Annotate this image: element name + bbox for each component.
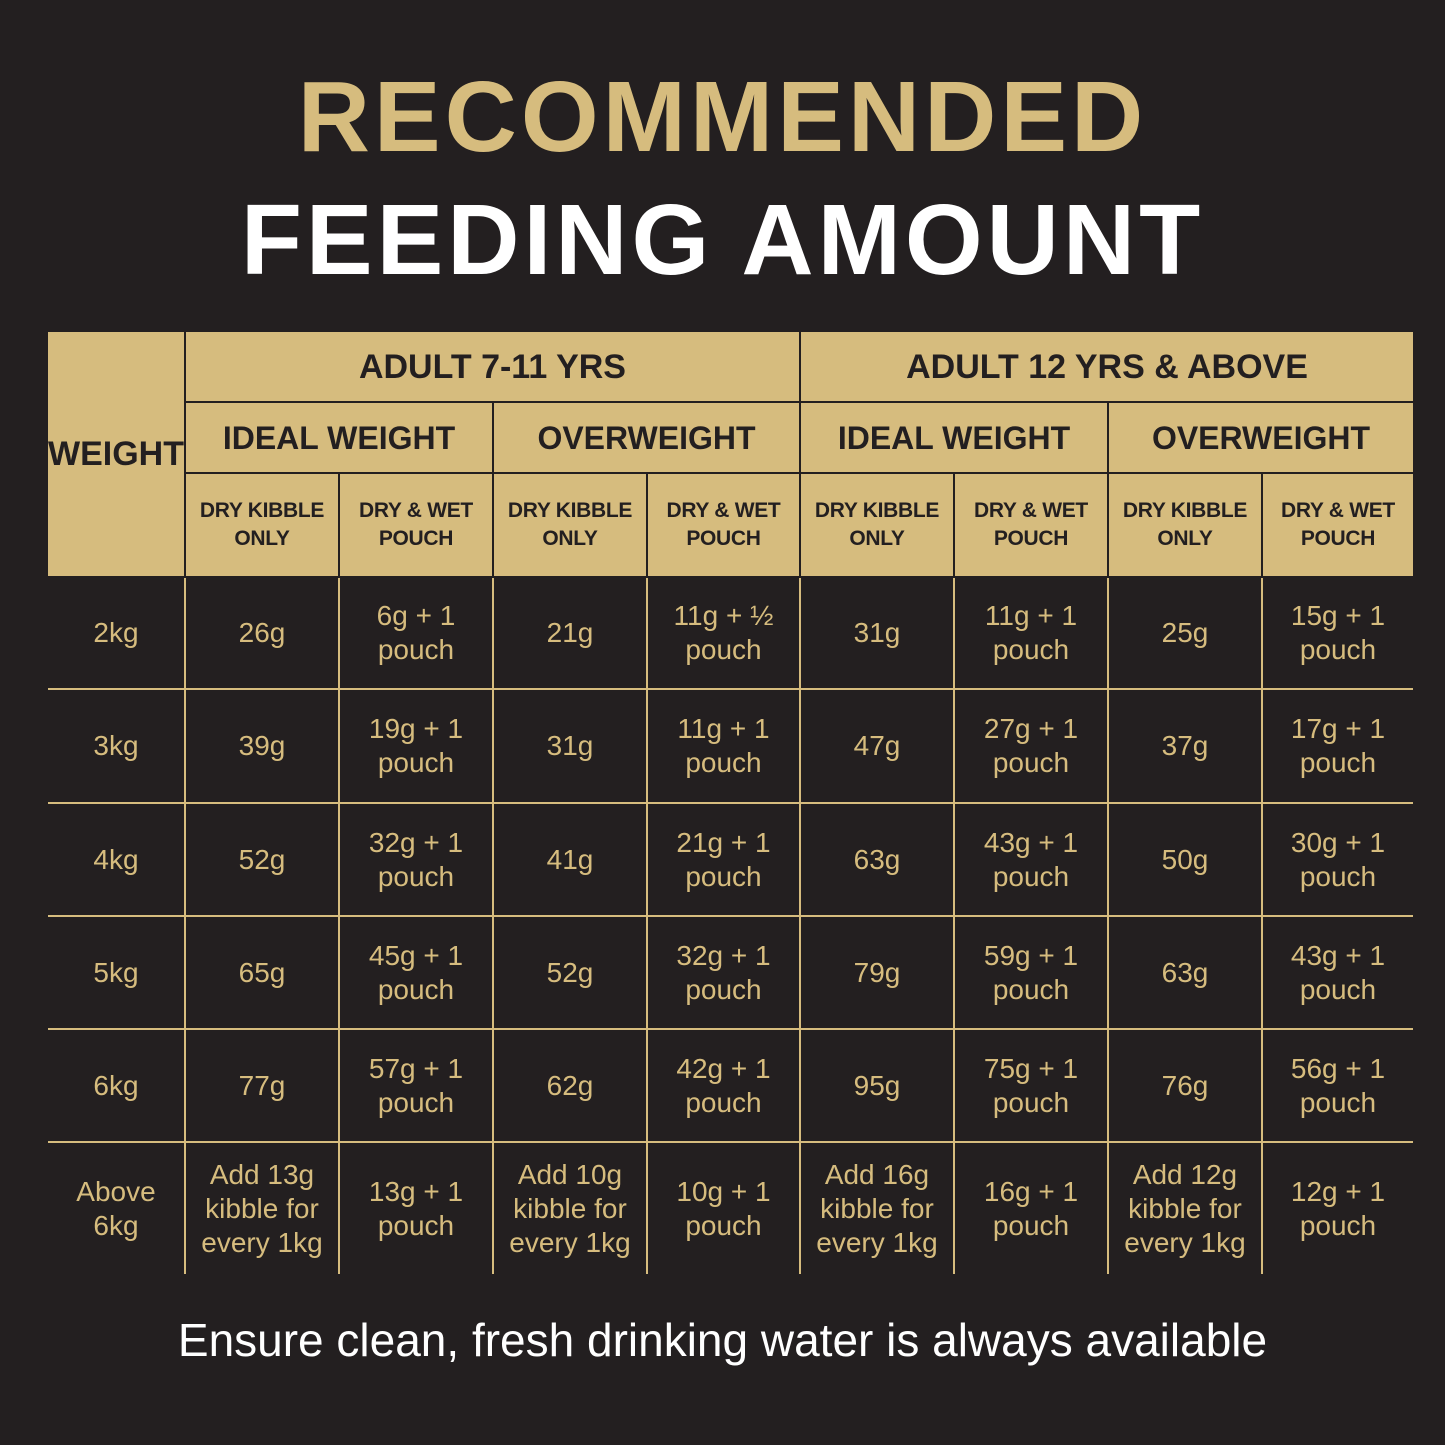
feed-type-header: DRY KIBBLE ONLY — [798, 472, 955, 578]
amount-cell: 27g + 1 pouch — [953, 689, 1109, 804]
weight-cell: 3kg — [48, 689, 186, 804]
table-row: 4kg 52g 32g + 1 pouch 41g 21g + 1 pouch 63g 43… — [48, 803, 1413, 917]
condition-header: OVERWEIGHT — [491, 401, 801, 474]
amount-cell: 31g — [799, 577, 955, 690]
weight-cell: 4kg — [48, 803, 186, 917]
amount-cell: 95g — [799, 1029, 955, 1143]
amount-cell: 37g — [1107, 689, 1263, 804]
amount-cell: 30g + 1 pouch — [1261, 803, 1413, 917]
amount-cell: 10g + 1 pouch — [646, 1142, 801, 1274]
feed-type-header: DRY & WET POUCH — [952, 472, 1109, 578]
weight-header: WEIGHT — [48, 332, 186, 578]
amount-cell: 59g + 1 pouch — [953, 916, 1109, 1030]
amount-cell: 75g + 1 pouch — [953, 1029, 1109, 1143]
amount-cell: 43g + 1 pouch — [953, 803, 1109, 917]
amount-cell: Add 16g kibble for every 1kg — [799, 1142, 955, 1274]
amount-cell: 52g — [492, 916, 648, 1030]
amount-cell: Add 12g kibble for every 1kg — [1107, 1142, 1263, 1274]
footer-note: Ensure clean, fresh drinking water is al… — [177, 1314, 1268, 1366]
amount-cell: 13g + 1 pouch — [338, 1142, 494, 1274]
feed-type-header: DRY KIBBLE ONLY — [183, 472, 340, 578]
table-row: 2kg 26g 6g + 1 pouch 21g 11g + ½ pouch 31g 11g… — [48, 577, 1413, 690]
amount-cell: 39g — [184, 689, 340, 804]
amount-cell: 17g + 1 pouch — [1261, 689, 1413, 804]
feed-type-header: DRY & WET POUCH — [337, 472, 494, 578]
amount-cell: 21g + 1 pouch — [646, 803, 801, 917]
weight-cell: Above 6kg — [48, 1142, 186, 1274]
age-group-header: ADULT 12 YRS & ABOVE — [798, 332, 1413, 403]
amount-cell: 25g — [1107, 577, 1263, 690]
weight-cell: 6kg — [48, 1029, 186, 1143]
amount-cell: 42g + 1 pouch — [646, 1029, 801, 1143]
table-row: 6kg 77g 57g + 1 pouch 62g 42g + 1 pouch 95g 75… — [48, 1029, 1413, 1143]
feed-type-header: DRY KIBBLE ONLY — [491, 472, 648, 578]
amount-cell: 50g — [1107, 803, 1263, 917]
amount-cell: 6g + 1 pouch — [338, 577, 494, 690]
amount-cell: 63g — [799, 803, 955, 917]
amount-cell: 16g + 1 pouch — [953, 1142, 1109, 1274]
amount-cell: 32g + 1 pouch — [338, 803, 494, 917]
amount-cell: 62g — [492, 1029, 648, 1143]
amount-cell: 11g + 1 pouch — [646, 689, 801, 804]
amount-cell: 52g — [184, 803, 340, 917]
table-row: Above 6kg Add 13g kibble for every 1kg 13g… — [48, 1142, 1413, 1274]
amount-cell: 26g — [184, 577, 340, 690]
amount-cell: 65g — [184, 916, 340, 1030]
amount-cell: 76g — [1107, 1029, 1263, 1143]
amount-cell: 32g + 1 pouch — [646, 916, 801, 1030]
age-group-header: ADULT 7-11 YRS — [183, 332, 801, 403]
amount-cell: 21g — [492, 577, 648, 690]
amount-cell: 57g + 1 pouch — [338, 1029, 494, 1143]
title-line-2: FEEDING AMOUNT — [240, 184, 1205, 296]
amount-cell: 31g — [492, 689, 648, 804]
amount-cell: 77g — [184, 1029, 340, 1143]
condition-header: IDEAL WEIGHT — [183, 401, 494, 474]
weight-cell: 2kg — [48, 577, 186, 690]
feed-type-header: DRY & WET POUCH — [645, 472, 801, 578]
amount-cell: 47g — [799, 689, 955, 804]
condition-header: OVERWEIGHT — [1106, 401, 1413, 474]
amount-cell: 19g + 1 pouch — [338, 689, 494, 804]
feeding-table: WEIGHT ADULT 7-11 YRS ADULT 12 YRS & ABO… — [48, 332, 1413, 1274]
amount-cell: 56g + 1 pouch — [1261, 1029, 1413, 1143]
table-row: 5kg 65g 45g + 1 pouch 52g 32g + 1 pouch 79g 59… — [48, 916, 1413, 1030]
amount-cell: 79g — [799, 916, 955, 1030]
amount-cell: Add 10g kibble for every 1kg — [492, 1142, 648, 1274]
weight-cell: 5kg — [48, 916, 186, 1030]
feed-type-header: DRY & WET POUCH — [1260, 472, 1413, 578]
amount-cell: 15g + 1 pouch — [1261, 577, 1413, 690]
condition-header: IDEAL WEIGHT — [798, 401, 1109, 474]
amount-cell: 43g + 1 pouch — [1261, 916, 1413, 1030]
amount-cell: Add 13g kibble for every 1kg — [184, 1142, 340, 1274]
table-row: 3kg 39g 19g + 1 pouch 31g 11g + 1 pouch 47g 27… — [48, 689, 1413, 804]
amount-cell: 11g + ½ pouch — [646, 577, 801, 690]
amount-cell: 63g — [1107, 916, 1263, 1030]
amount-cell: 11g + 1 pouch — [953, 577, 1109, 690]
amount-cell: 12g + 1 pouch — [1290, 1175, 1386, 1241]
amount-cell: 45g + 1 pouch — [338, 916, 494, 1030]
title-line-1: RECOMMENDED — [297, 61, 1148, 173]
feed-type-header: DRY KIBBLE ONLY — [1106, 472, 1263, 578]
amount-cell: 41g — [492, 803, 648, 917]
